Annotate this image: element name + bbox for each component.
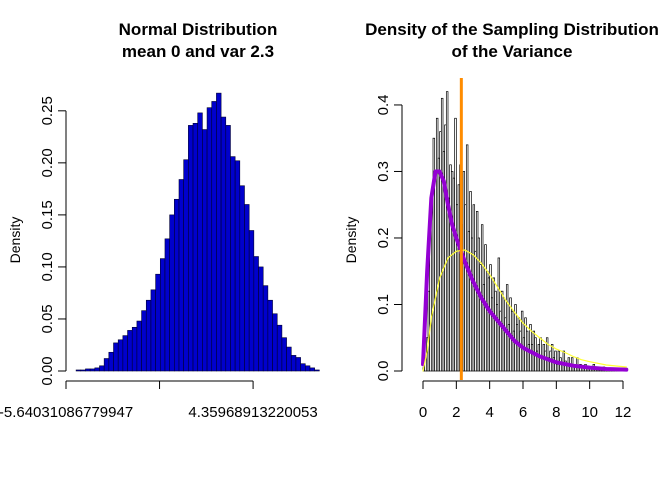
left-bar [290,355,297,372]
purple-density-line [421,169,629,372]
left-bar [295,357,301,372]
left-title-line2: mean 0 and var 2.3 [122,42,274,61]
right-histogram-panel: Density of the Sampling Distribution of … [343,20,659,421]
left-bar [286,346,292,372]
left-bar [127,330,133,372]
left-y-tick-label: 0.25 [39,96,56,125]
left-bar [164,238,170,372]
left-bar [178,179,184,372]
right-x-tick-label: 12 [615,404,632,421]
right-title-line2: of the Variance [452,42,573,61]
left-bar [159,258,166,372]
left-bar [309,367,315,372]
left-bar [136,320,142,372]
left-bar [150,289,156,372]
left-y-tick-label: 0.10 [39,252,56,281]
left-bar [192,123,199,372]
left-bar [220,116,227,372]
right-y-tick-label: 0.3 [375,161,392,182]
left-bar [244,204,250,372]
left-bar [253,256,259,372]
right-y-tick-label: 0.4 [375,95,392,116]
right-y-tick-label: 0.1 [375,294,392,315]
right-title-line1: Density of the Sampling Distribution [365,20,659,39]
right-x-tick-label: 6 [519,404,527,421]
right-y-tick-label: 0.0 [375,361,392,382]
right-x-axis: 0 2 4 6 8 10 12 [419,380,632,421]
left-bar [314,369,320,372]
left-bar [103,358,110,372]
left-bar [239,185,245,372]
left-y-tick-label: 0.05 [39,304,56,333]
left-bar [188,125,194,372]
left-bar [234,160,241,372]
left-bar [122,335,128,372]
left-bar [85,368,91,372]
left-bar [258,266,264,372]
left-title-line1: Normal Distribution [119,20,278,39]
left-y-axis-label: Density [7,217,23,264]
left-bar [202,129,208,372]
left-bar [206,107,213,372]
left-bar [216,92,222,372]
left-bar [174,198,180,372]
right-x-tick-label: 4 [485,404,493,421]
right-x-tick-label: 8 [552,404,560,421]
left-bar [113,342,119,372]
left-bar [89,368,96,372]
left-bar [225,125,231,372]
left-bar [155,273,161,372]
left-bar [197,112,203,372]
left-bar [99,365,105,372]
left-bar [262,285,269,372]
right-density-lines [421,78,629,380]
left-bar [183,159,189,372]
left-bar [169,214,175,372]
left-bars-group [75,92,320,372]
right-y-axis: 0.0 0.1 0.2 0.3 0.4 [375,95,403,382]
left-y-tick-label: 0.20 [39,148,56,177]
right-y-axis-label: Density [343,217,359,264]
left-bar [300,363,306,372]
left-bar [276,324,283,372]
left-bar [248,230,255,372]
left-y-tick-label: 0.00 [39,356,56,385]
left-x-tick-label: -5.64031086779947 [0,404,133,421]
left-y-axis: 0.00 0.05 0.10 0.15 0.20 0.25 [39,96,67,386]
right-bar [545,337,549,372]
left-bar [131,326,138,372]
left-histogram-panel: Normal Distribution mean 0 and var 2.3 D… [0,20,320,421]
right-x-tick-label: 10 [581,404,598,421]
left-bar [75,369,82,372]
left-bar [267,299,273,372]
left-bar [145,299,152,372]
left-bar [281,337,287,372]
right-y-tick-label: 0.2 [375,228,392,249]
left-bar [230,156,236,372]
right-x-tick-label: 2 [452,404,460,421]
left-bar [80,369,86,372]
left-bar [272,313,278,372]
left-bar [304,365,311,372]
left-bar [94,367,100,372]
left-bar [117,339,124,372]
yellow-density-line [422,249,627,372]
left-bar [211,101,217,372]
left-bar [108,351,114,372]
left-y-tick-label: 0.15 [39,200,56,229]
right-x-tick-label: 0 [419,404,427,421]
left-x-axis: -5.64031086779947 4.35968913220053 [0,380,318,421]
left-bar [141,310,147,372]
left-x-tick-label: 4.35968913220053 [188,404,317,421]
